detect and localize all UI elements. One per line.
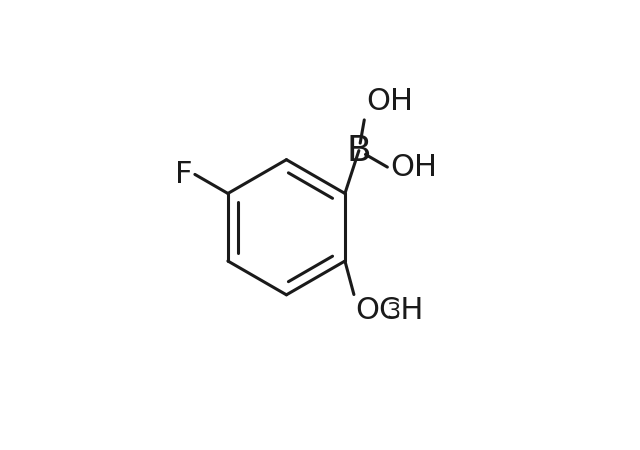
Text: OH: OH [390,153,437,182]
Text: 3: 3 [386,302,400,323]
Text: B: B [346,134,371,168]
Text: OCH: OCH [356,296,424,325]
Text: F: F [175,160,192,189]
Text: OH: OH [366,87,413,116]
